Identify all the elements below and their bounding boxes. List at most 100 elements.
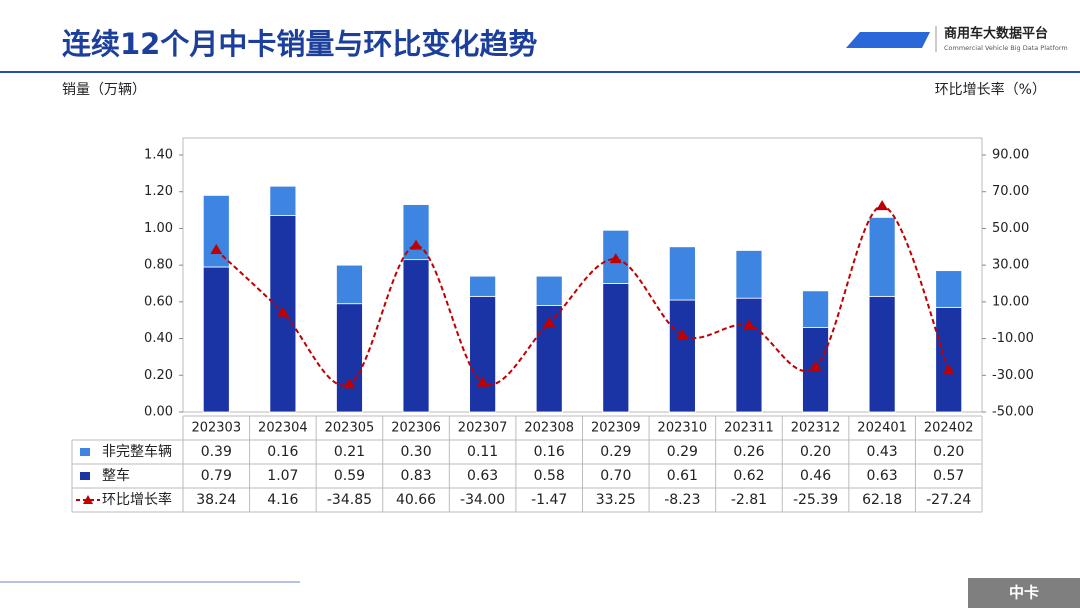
data-label: 33.25 <box>596 492 636 508</box>
data-label: -1.47 <box>531 492 567 508</box>
bar <box>802 290 829 328</box>
data-label: 0.26 <box>733 444 764 460</box>
data-label: -34.85 <box>327 492 372 508</box>
data-label: 0.43 <box>867 444 898 460</box>
data-label: -34.00 <box>460 492 505 508</box>
data-label: 0.83 <box>400 468 431 484</box>
y-tick-label: 1.20 <box>144 184 173 199</box>
line-marker <box>742 319 755 330</box>
plot-frame <box>182 137 983 413</box>
legend-swatch <box>80 448 90 456</box>
data-label: 0.16 <box>534 444 565 460</box>
y-tick-label: 0.00 <box>144 405 173 420</box>
bar <box>935 306 963 413</box>
data-label: 0.79 <box>201 468 232 484</box>
data-label: 0.63 <box>867 468 898 484</box>
x-tick-label: 202309 <box>591 421 641 436</box>
data-label: 0.58 <box>534 468 565 484</box>
line <box>215 205 950 387</box>
y2-tick-label: 70.00 <box>992 184 1029 199</box>
y-axis-label: 销量（万辆） <box>62 82 146 98</box>
data-label: 0.21 <box>334 444 365 460</box>
data-label: 0.29 <box>667 444 698 460</box>
data-label: -8.23 <box>664 492 700 508</box>
bar <box>602 283 630 413</box>
data-label: 0.63 <box>467 468 498 484</box>
bar <box>868 217 896 297</box>
bar <box>202 266 230 413</box>
data-label: 0.20 <box>800 444 831 460</box>
y2-tick-label: 10.00 <box>992 294 1029 309</box>
x-tick-label: 202401 <box>857 421 907 436</box>
bar <box>336 264 363 305</box>
logo: 商用车大数据平台 Commercial Vehicle Big Data Pla… <box>846 26 1068 52</box>
y-tick-label: 0.40 <box>144 331 173 346</box>
bar <box>402 259 430 413</box>
footer-tab <box>968 578 1080 608</box>
data-label: 38.24 <box>196 492 236 508</box>
data-label: 0.39 <box>201 444 232 460</box>
bar <box>868 295 896 413</box>
x-tick-label: 202310 <box>658 421 708 436</box>
legend-swatch <box>80 472 90 480</box>
data-label: 0.62 <box>733 468 764 484</box>
data-label: 0.59 <box>334 468 365 484</box>
data-label: 0.30 <box>400 444 431 460</box>
line-marker <box>343 378 356 389</box>
line-marker <box>543 316 556 327</box>
y2-axis-label: 环比增长率（%） <box>935 81 1046 98</box>
page-title: 连续12个月中卡销量与环比变化趋势 <box>62 27 537 61</box>
line-marker <box>609 253 622 264</box>
data-label: 0.16 <box>267 444 298 460</box>
legend-marker <box>83 495 93 504</box>
line-marker <box>410 239 423 250</box>
x-tick-label: 202305 <box>325 421 375 436</box>
bar <box>735 297 763 413</box>
line-marker <box>210 244 223 255</box>
x-tick-label: 202402 <box>924 421 974 436</box>
bar <box>735 250 763 299</box>
data-label: 0.20 <box>933 444 964 460</box>
data-label: -27.24 <box>926 492 971 508</box>
logo-mark <box>846 32 930 48</box>
x-tick-label: 202304 <box>258 421 308 436</box>
x-tick-label: 202303 <box>191 421 241 436</box>
y-tick-label: 0.20 <box>144 368 173 383</box>
bar <box>469 275 497 297</box>
x-tick-label: 202307 <box>458 421 508 436</box>
bar <box>269 185 297 216</box>
line-marker <box>476 376 489 387</box>
line-marker <box>876 200 889 211</box>
bar <box>668 246 696 301</box>
line-marker <box>276 306 289 317</box>
bar <box>935 270 963 308</box>
data-label: 0.11 <box>467 444 498 460</box>
line-marker <box>676 329 689 340</box>
data-label: -25.39 <box>793 492 838 508</box>
bar <box>202 194 230 268</box>
data-label: 0.70 <box>600 468 631 484</box>
data-label: -2.81 <box>731 492 767 508</box>
footer-tab-label: 中卡 <box>1009 584 1039 602</box>
y-tick-label: 0.80 <box>144 258 173 273</box>
data-label: 0.57 <box>933 468 964 484</box>
bar <box>535 275 563 306</box>
y2-tick-label: -30.00 <box>992 368 1034 383</box>
y-tick-label: 1.40 <box>144 148 173 163</box>
y2-tick-label: 50.00 <box>992 221 1029 236</box>
data-label: 40.66 <box>396 492 436 508</box>
bar <box>336 303 363 413</box>
x-tick-label: 202306 <box>391 421 441 436</box>
logo-subtitle: Commercial Vehicle Big Data Platform <box>944 44 1068 52</box>
bar <box>668 299 696 413</box>
legend-label: 非完整车辆 <box>102 443 172 460</box>
data-label: 0.46 <box>800 468 831 484</box>
data-label: 0.29 <box>600 444 631 460</box>
y2-tick-label: 30.00 <box>992 258 1029 273</box>
y2-tick-label: -50.00 <box>992 405 1034 420</box>
bar <box>469 295 497 413</box>
data-label: 1.07 <box>267 468 298 484</box>
y-tick-label: 0.60 <box>144 294 173 309</box>
x-tick-label: 202312 <box>791 421 841 436</box>
